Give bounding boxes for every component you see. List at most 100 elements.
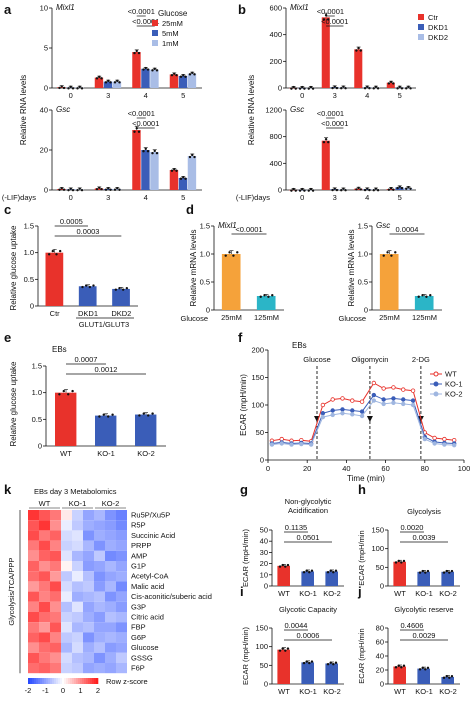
heatmap-row-label: G6P xyxy=(131,633,146,642)
y-tick-label: 1.5 xyxy=(32,362,42,371)
x-tick-label: 4 xyxy=(144,193,148,202)
heatmap-cell xyxy=(83,540,94,551)
heatmap-cell xyxy=(83,530,94,541)
heatmap-row-label: G3P xyxy=(131,602,146,611)
legend-swatch xyxy=(418,14,424,20)
data-point xyxy=(109,188,112,191)
heatmap-cell xyxy=(28,591,39,602)
data-point xyxy=(309,187,313,191)
heatmap-cell xyxy=(72,642,83,653)
data-point xyxy=(147,414,150,417)
data-point xyxy=(62,188,66,191)
heatmap-cell xyxy=(116,520,127,531)
series-point xyxy=(442,436,447,442)
heatmap-cell xyxy=(61,571,72,582)
data-point xyxy=(81,285,84,289)
data-point xyxy=(95,187,99,191)
colorbar-segment xyxy=(60,678,63,684)
colorbar-tick: -2 xyxy=(25,686,32,695)
data-point xyxy=(100,187,103,191)
bar xyxy=(301,571,314,586)
data-point xyxy=(382,254,385,257)
chart-title-j: Glycolytic reserve xyxy=(394,605,453,614)
gene-label: Mixl1 xyxy=(290,3,309,12)
chart-d-right: 0 0.5 1.0 1.5 25mM 125mM 0.0004 Gsc xyxy=(358,221,442,322)
heatmap-cell xyxy=(50,510,61,521)
series-point xyxy=(289,442,294,447)
data-point xyxy=(175,73,178,77)
x-tick-label: 125mM xyxy=(254,313,279,322)
data-point xyxy=(151,412,154,415)
colorbar-segment xyxy=(66,678,69,684)
bar xyxy=(393,666,406,684)
x-tick-label: WT xyxy=(394,589,406,598)
bar xyxy=(414,296,434,310)
heatmap-row-label: Cis-aconitic/suberic acid xyxy=(131,592,212,601)
data-point xyxy=(335,188,339,192)
data-point xyxy=(71,188,75,192)
p-value: 0.1135 xyxy=(285,523,307,532)
bar xyxy=(417,668,430,684)
x-tick-label: 80 xyxy=(421,464,429,473)
data-point xyxy=(294,87,297,90)
data-point xyxy=(326,663,330,666)
heatmap-cell xyxy=(39,642,50,653)
y-tick-label: 0 xyxy=(278,84,282,93)
y-tick-label: 0 xyxy=(206,306,210,315)
y-axis-label: ECAR (mpH/min) xyxy=(239,374,248,436)
data-point xyxy=(142,68,145,71)
data-point xyxy=(98,75,101,79)
heatmap-cell xyxy=(105,581,116,592)
panel-letter-c: c xyxy=(4,202,11,217)
p-value: 0.0003 xyxy=(77,227,100,236)
data-point xyxy=(142,150,145,153)
data-point xyxy=(303,87,306,90)
data-point xyxy=(429,294,432,297)
data-point xyxy=(426,569,430,573)
bar xyxy=(94,77,104,88)
data-point xyxy=(342,187,345,190)
heatmap-cell xyxy=(72,530,83,541)
data-point xyxy=(188,73,192,76)
data-point xyxy=(332,663,335,666)
colorbar-segment xyxy=(50,678,53,684)
heatmap-cell xyxy=(50,642,61,653)
x-tick-label: 3 xyxy=(333,193,337,202)
bar xyxy=(187,73,197,88)
heatmap-group-label: KO-2 xyxy=(102,499,120,508)
bar xyxy=(45,252,64,306)
heatmap-row-label: Malic acid xyxy=(131,582,164,591)
y-tick-label: 50 xyxy=(376,563,384,572)
bar xyxy=(187,156,197,190)
data-point xyxy=(60,85,63,88)
data-point xyxy=(151,151,154,155)
data-point xyxy=(292,85,295,89)
x-axis-label: Time (min) xyxy=(347,474,385,483)
heatmap-row-label: AMP xyxy=(131,551,147,560)
colorbar-segment xyxy=(80,678,83,684)
bar xyxy=(112,189,122,190)
bar xyxy=(112,288,130,306)
colorbar-segment xyxy=(82,678,85,684)
heatmap-cell xyxy=(50,622,61,633)
event-arrow xyxy=(366,416,373,422)
heatmap-cell xyxy=(61,642,72,653)
x-tick-label: 5 xyxy=(181,91,185,100)
data-point xyxy=(107,79,110,83)
data-point xyxy=(78,187,81,190)
x-tick-label: KO-2 xyxy=(137,449,155,458)
data-point xyxy=(184,177,187,180)
data-point xyxy=(281,647,284,650)
heatmap-cell xyxy=(83,550,94,561)
heatmap-cell xyxy=(116,550,127,561)
data-point xyxy=(344,87,347,90)
bar xyxy=(325,663,338,684)
data-point xyxy=(302,661,306,665)
heatmap-cell xyxy=(28,510,39,521)
panel-letter-f: f xyxy=(238,330,243,345)
x-tick-label: KO-1 xyxy=(299,589,317,598)
data-point xyxy=(332,570,335,574)
data-point xyxy=(376,189,380,192)
data-point xyxy=(298,87,302,90)
data-point xyxy=(138,414,141,417)
